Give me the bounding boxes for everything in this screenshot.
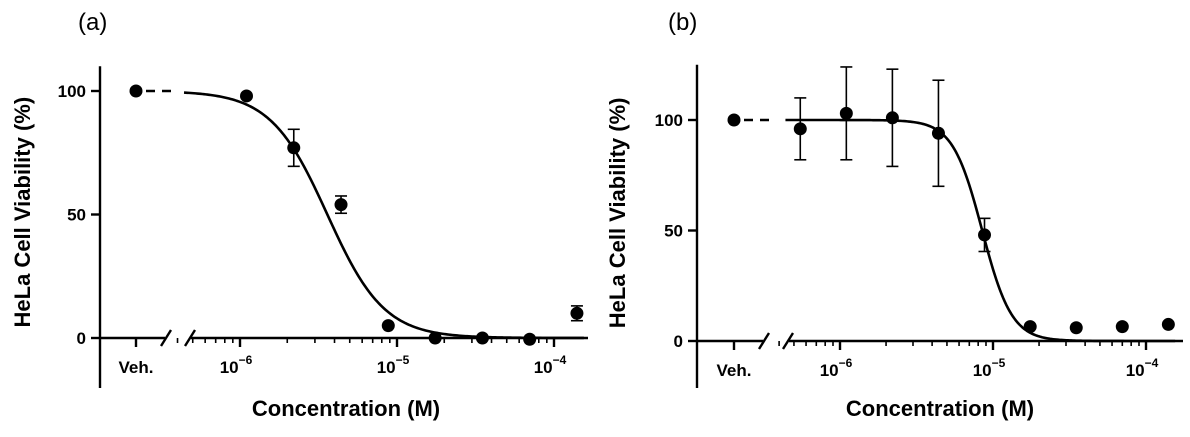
data-point bbox=[1161, 317, 1175, 331]
x-tick-label: 10−5 bbox=[377, 353, 410, 377]
data-point bbox=[570, 306, 584, 320]
x-tick-exponent: −4 bbox=[553, 353, 567, 367]
axis-break-mark bbox=[183, 329, 197, 347]
y-axis-title: HeLa Cell Viability (%) bbox=[10, 97, 35, 328]
x-axis-title: Concentration (M) bbox=[252, 396, 440, 421]
x-tick-exponent: −5 bbox=[396, 353, 410, 367]
x-tick-exponent: −6 bbox=[839, 356, 853, 370]
chart-panel-a: (a) 0 50 100 Veh. 10−6 10−5 10−4 Concentration (… bbox=[10, 9, 588, 421]
axis-break-mark bbox=[757, 332, 771, 350]
x-tick-exponent: −5 bbox=[992, 356, 1006, 370]
x-tick-label-vehicle: Veh. bbox=[119, 358, 154, 377]
chart-panel-b: (b) 0 50 100 Veh. 10−6 10−5 10−4 Concentration (… bbox=[605, 9, 1183, 421]
data-point bbox=[978, 228, 992, 242]
data-point bbox=[475, 331, 489, 345]
data-point bbox=[1069, 321, 1083, 335]
y-tick-label: 50 bbox=[664, 222, 683, 241]
data-point bbox=[428, 331, 442, 345]
y-tick-label: 50 bbox=[67, 206, 86, 225]
vehicle-point bbox=[727, 113, 741, 127]
data-point bbox=[523, 332, 537, 346]
data-point bbox=[334, 198, 348, 212]
axis-break-mark bbox=[159, 329, 173, 347]
panel-label: (b) bbox=[668, 9, 697, 36]
x-axis-title: Concentration (M) bbox=[846, 396, 1034, 421]
data-point bbox=[931, 126, 945, 140]
x-tick-label-vehicle: Veh. bbox=[717, 361, 752, 380]
x-tick-exponent: −4 bbox=[1145, 356, 1159, 370]
x-tick-label: 10−6 bbox=[820, 356, 853, 380]
x-tick-label: 10−5 bbox=[973, 356, 1006, 380]
data-point bbox=[381, 319, 395, 333]
x-tick-label: 10−4 bbox=[534, 353, 567, 377]
x-tick-label: 10−6 bbox=[220, 353, 253, 377]
fit-curve bbox=[183, 91, 584, 340]
data-point bbox=[239, 89, 253, 103]
data-point bbox=[1115, 320, 1129, 334]
y-tick-label: 100 bbox=[58, 82, 86, 101]
data-point bbox=[287, 141, 301, 155]
axis-break-mark bbox=[781, 332, 795, 350]
data-point bbox=[885, 111, 899, 125]
data-point bbox=[1023, 320, 1037, 334]
data-point bbox=[793, 122, 807, 136]
y-tick-label: 0 bbox=[674, 332, 683, 351]
vehicle-point bbox=[129, 84, 143, 98]
panel-label: (a) bbox=[78, 9, 107, 36]
x-tick-exponent: −6 bbox=[239, 353, 253, 367]
y-tick-label: 100 bbox=[655, 111, 683, 130]
y-tick-label: 0 bbox=[77, 329, 86, 348]
data-point bbox=[839, 106, 853, 120]
x-tick-label: 10−4 bbox=[1126, 356, 1159, 380]
fit-curve bbox=[785, 118, 1176, 343]
y-axis-title: HeLa Cell Viability (%) bbox=[605, 98, 630, 329]
